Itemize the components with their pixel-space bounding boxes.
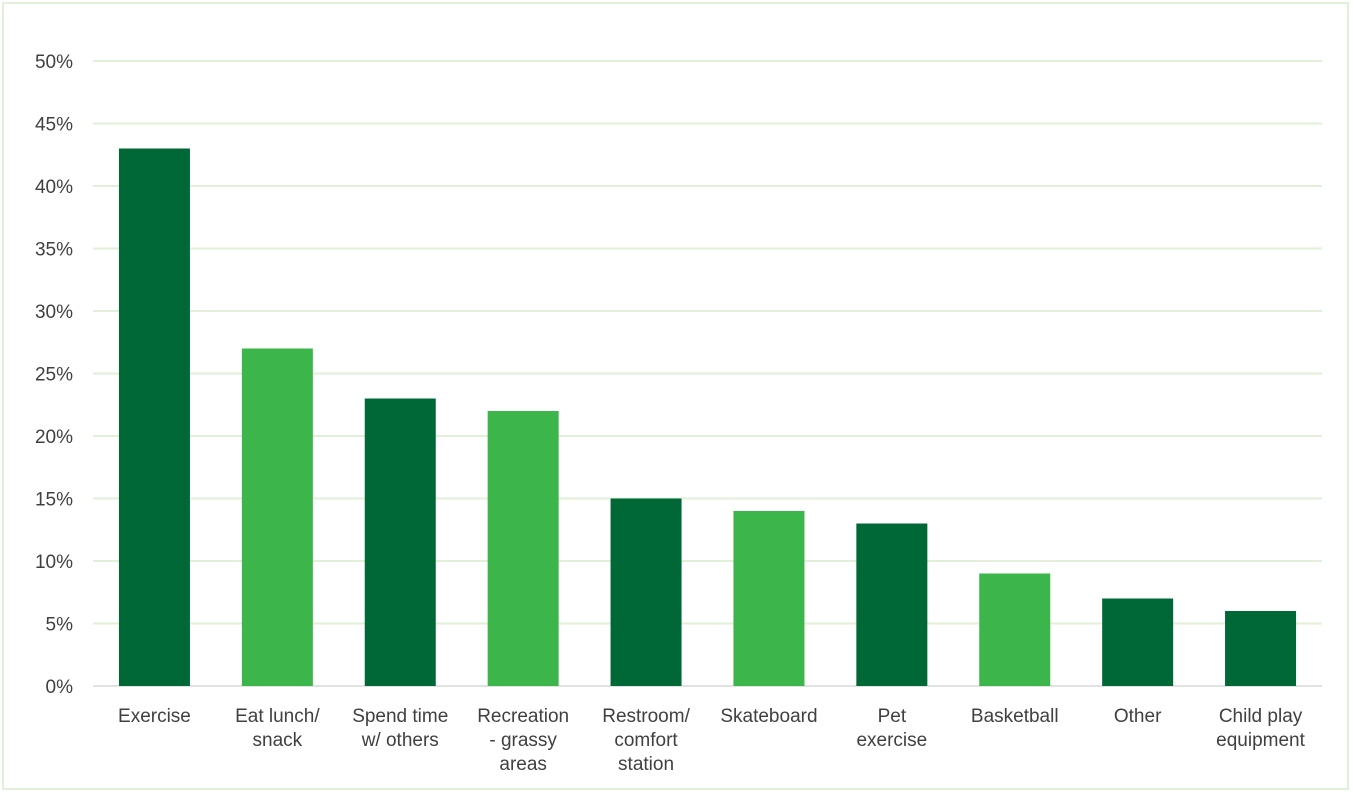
y-tick-label: 50% [35, 52, 73, 73]
x-category-label-line: station [618, 754, 674, 775]
x-category-label-line: Child play [1219, 706, 1303, 727]
bar [733, 511, 805, 686]
x-category-label-line: w/ others [361, 730, 439, 751]
y-tick-label: 45% [35, 115, 73, 136]
y-tick-label: 35% [35, 240, 73, 261]
y-tick-label: 30% [35, 302, 73, 323]
x-category-label-line: Spend time [352, 706, 448, 727]
x-category-label: Child play equipment [1216, 706, 1305, 751]
x-category-label-line: comfort [614, 730, 678, 751]
x-category-label: Spend time w/ others [352, 706, 448, 751]
x-category-label-line: snack [253, 730, 303, 751]
x-category-label-line: Recreation [477, 706, 569, 727]
bar [487, 411, 559, 686]
x-category-label-line: exercise [856, 730, 927, 751]
x-category-label-line: Skateboard [720, 706, 817, 727]
x-category-label-line: - grassy [489, 730, 557, 751]
y-tick-label: 15% [35, 490, 73, 511]
bar [1225, 611, 1297, 686]
x-category-label: Recreation - grassy areas [477, 706, 569, 775]
y-tick-label: 20% [35, 427, 73, 448]
y-tick-label: 5% [46, 615, 74, 636]
x-category-label: Pet exercise [856, 706, 927, 751]
x-category-label-line: equipment [1216, 730, 1305, 751]
x-category-label: Exercise [118, 706, 191, 727]
bar [241, 348, 313, 686]
x-category-label: Eat lunch/snack [235, 706, 320, 751]
bar [979, 573, 1051, 686]
bar [610, 498, 682, 686]
x-category-label-line: Pet [878, 706, 907, 727]
y-tick-label: 25% [35, 365, 73, 386]
x-category-label: Restroom/comfort station [602, 706, 690, 775]
bar [118, 148, 190, 686]
x-category-label-line: Exercise [118, 706, 191, 727]
bar [1102, 598, 1174, 686]
bar [364, 398, 436, 686]
bar [856, 523, 928, 686]
x-category-label-line: areas [499, 754, 547, 775]
x-category-label-line: Basketball [971, 706, 1059, 727]
x-category-label: Other [1114, 706, 1162, 727]
x-category-label: Basketball [971, 706, 1059, 727]
y-tick-label: 0% [46, 677, 74, 698]
y-tick-label: 40% [35, 177, 73, 198]
x-category-label-line: Eat lunch/ [235, 706, 320, 727]
x-category-label: Skateboard [720, 706, 817, 727]
x-category-label-line: Restroom/ [602, 706, 690, 727]
y-tick-label: 10% [35, 552, 73, 573]
x-category-label-line: Other [1114, 706, 1162, 727]
